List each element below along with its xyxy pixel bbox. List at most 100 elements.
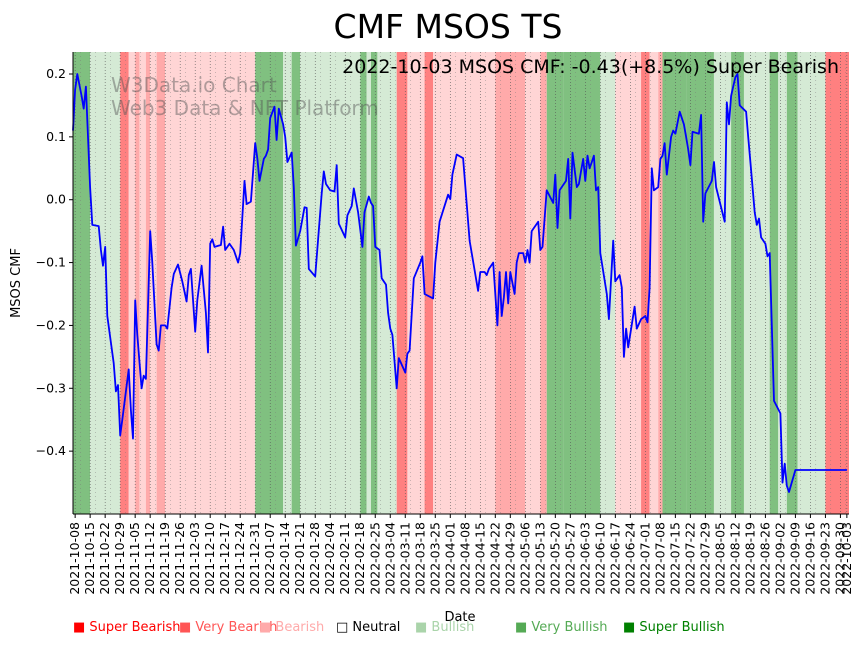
- y-ticks: 0.2 0.1 0.0 −0.1 −0.2 −0.3 −0.4: [36, 66, 73, 458]
- x-tick-label: 2021-10-15: [82, 522, 97, 595]
- band-bearish: [433, 52, 496, 514]
- y-tick-label: 0.0: [46, 192, 66, 207]
- band-bullish: [778, 52, 787, 514]
- x-ticks: 2021-10-08 2021-10-15 2021-10-22 2021-10-29…: [67, 514, 854, 595]
- band-very-bullish: [73, 52, 91, 514]
- band-bullish: [366, 52, 371, 514]
- x-tick-label: 2022-04-08: [457, 522, 472, 595]
- x-tick-label: 2022-02-04: [322, 522, 337, 595]
- x-tick-label: 2022-04-15: [472, 522, 487, 595]
- x-tick-label: 2022-08-05: [712, 522, 727, 595]
- x-tick-label: 2021-10-08: [67, 522, 82, 595]
- band-super-bearish: [396, 52, 408, 514]
- x-tick-label: 2022-03-11: [397, 522, 412, 595]
- band-bullish: [377, 52, 397, 514]
- x-tick-label: 2022-04-29: [502, 522, 517, 595]
- band-super-bearish: [120, 52, 129, 514]
- x-tick-label: 2021-12-17: [217, 522, 232, 595]
- band-bullish: [743, 52, 770, 514]
- x-tick-label: 2022-05-13: [532, 522, 547, 595]
- x-tick-label: 2021-11-26: [172, 522, 187, 595]
- x-tick-label: 2022-07-15: [667, 522, 682, 595]
- x-tick-label: 2022-01-07: [262, 522, 277, 595]
- x-tick-label: 2022-02-11: [337, 522, 352, 595]
- band-very-bearish: [540, 52, 547, 514]
- y-tick-label: 0.2: [46, 66, 66, 81]
- legend-item-very-bullish: ■ Very Bullish: [515, 620, 608, 635]
- x-tick-label: 2022-05-20: [547, 522, 562, 595]
- x-tick-label: 2022-07-29: [697, 522, 712, 595]
- background-bands: [73, 52, 849, 514]
- x-tick-label: 2021-11-12: [142, 522, 157, 595]
- x-tick-label: 2021-10-22: [97, 522, 112, 595]
- x-axis-label: Date: [444, 610, 475, 625]
- x-tick-label: 2022-05-27: [562, 522, 577, 595]
- x-tick-label: 2022-07-01: [637, 522, 652, 595]
- x-tick-label: 2022-07-22: [682, 522, 697, 595]
- band-super-bearish: [825, 52, 849, 514]
- x-tick-label: 2022-02-25: [367, 522, 382, 595]
- band-bullish: [797, 52, 826, 514]
- band-very-bullish: [786, 52, 798, 514]
- band-very-bullish: [769, 52, 779, 514]
- y-tick-label: −0.2: [36, 317, 66, 332]
- band-super-bearish: [424, 52, 434, 514]
- x-tick-label: 2021-12-31: [247, 522, 262, 595]
- watermark: W3Data.io Chart Web3 Data & NFT Platform: [111, 73, 379, 120]
- x-tick-label: 2022-04-01: [442, 522, 457, 595]
- band-bearish: [139, 52, 146, 514]
- y-tick-label: −0.3: [36, 380, 66, 395]
- x-tick-label: 2022-01-28: [307, 522, 322, 595]
- x-tick-label: 2022-10-03: [839, 522, 854, 595]
- y-tick-label: −0.4: [36, 443, 66, 458]
- x-tick-label: 2022-03-04: [382, 522, 397, 595]
- axes: [72, 52, 849, 515]
- x-tick-label: 2022-07-08: [652, 522, 667, 595]
- y-axis-label: MSOS CMF: [9, 248, 24, 318]
- x-tick-label: 2022-08-26: [757, 522, 772, 595]
- band-very-bullish: [360, 52, 367, 514]
- y-tick-label: 0.1: [46, 129, 66, 144]
- band-very-bullish: [370, 52, 378, 514]
- band-bullish: [103, 52, 121, 514]
- band-very-bullish: [291, 52, 301, 514]
- band-bearish: [525, 52, 541, 514]
- x-tick-label: 2022-08-12: [727, 522, 742, 595]
- band-very-bearish: [156, 52, 166, 514]
- y-tick-label: −0.1: [36, 255, 66, 270]
- legend-item-bearish: ■ Bearish: [259, 620, 325, 635]
- x-tick-label: 2022-06-24: [622, 522, 637, 595]
- legend-item-very-bearish: ■ Very Bearish: [179, 620, 278, 635]
- latest-value-annotation: 2022-10-03 MSOS CMF: -0.43(+8.5%) Super …: [342, 56, 839, 78]
- band-bearish: [615, 52, 642, 514]
- x-tick-label: 2022-06-03: [577, 522, 592, 595]
- band-very-bullish: [563, 52, 601, 514]
- x-tick-label: 2022-04-22: [487, 522, 502, 595]
- x-tick-label: 2022-06-17: [607, 522, 622, 595]
- x-tick-label: 2021-12-03: [187, 522, 202, 595]
- x-tick-label: 2022-01-21: [292, 522, 307, 595]
- band-bullish: [600, 52, 616, 514]
- x-tick-label: 2021-11-05: [127, 522, 142, 595]
- x-tick-label: 2021-11-19: [157, 522, 172, 595]
- band-very-bearish: [135, 52, 140, 514]
- watermark-line-2: Web3 Data & NFT Platform: [111, 96, 379, 120]
- x-tick-label: 2022-01-14: [277, 522, 292, 595]
- band-very-bullish: [731, 52, 744, 514]
- legend-item-bullish: ■ Bullish: [415, 620, 475, 635]
- x-tick-label: 2022-06-10: [592, 522, 607, 595]
- x-tick-label: 2022-09-02: [772, 522, 787, 595]
- x-tick-label: 2022-09-23: [817, 522, 832, 595]
- x-tick-label: 2022-09-09: [787, 522, 802, 595]
- x-tick-label: 2021-10-29: [112, 522, 127, 595]
- band-bullish: [713, 52, 732, 514]
- x-tick-label: 2022-09-30: [832, 522, 847, 595]
- x-tick-label: 2022-03-18: [412, 522, 427, 595]
- x-tick-label: 2021-12-10: [202, 522, 217, 595]
- x-tick-label: 2022-03-25: [427, 522, 442, 595]
- legend-item-super-bearish: ■ Super Bearish: [73, 620, 181, 635]
- legend-item-neutral: □ Neutral: [336, 620, 401, 635]
- band-bearish: [128, 52, 136, 514]
- legend-item-super-bullish: ■ Super Bullish: [623, 620, 725, 635]
